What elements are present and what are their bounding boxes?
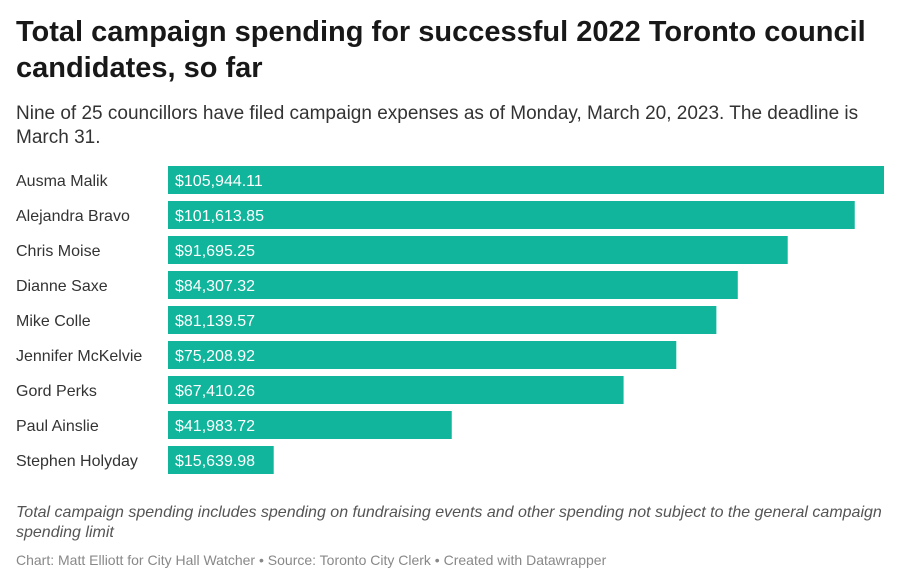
bar <box>168 411 452 439</box>
created-with-credit: Created with Datawrapper <box>443 552 607 568</box>
category-label: Jennifer McKelvie <box>16 348 142 365</box>
category-label: Alejandra Bravo <box>16 208 130 225</box>
value-label: $81,139.57 <box>175 313 255 330</box>
footer-separator: • <box>430 552 444 568</box>
footer-separator: • <box>255 552 268 568</box>
category-label: Paul Ainslie <box>16 418 99 435</box>
chart-subtitle: Nine of 25 councillors have filed campai… <box>16 103 859 148</box>
bar <box>168 201 855 229</box>
value-label: $41,983.72 <box>175 418 255 435</box>
chart-notes: Total campaign spending includes spendin… <box>16 504 882 541</box>
value-label: $15,639.98 <box>175 453 255 470</box>
category-label: Gord Perks <box>16 383 97 400</box>
category-label: Stephen Holyday <box>16 453 138 470</box>
category-label: Chris Moise <box>16 243 101 260</box>
bar <box>168 341 677 369</box>
value-label: $105,944.11 <box>175 173 263 190</box>
bar <box>168 236 788 264</box>
category-label: Mike Colle <box>16 313 91 330</box>
value-label: $75,208.92 <box>175 348 255 365</box>
bar <box>168 376 624 404</box>
chart-title: Total campaign spending for successful 2… <box>16 16 866 84</box>
bar <box>168 271 738 299</box>
category-label: Dianne Saxe <box>16 278 108 295</box>
value-label: $84,307.32 <box>175 278 255 295</box>
source-credit: Source: Toronto City Clerk <box>267 552 431 568</box>
chart-footer: Chart: Matt Elliott for City Hall Watche… <box>16 551 886 569</box>
bar <box>168 306 717 334</box>
bar <box>168 166 884 194</box>
value-label: $101,613.85 <box>175 208 264 225</box>
category-label: Ausma Malik <box>16 173 109 190</box>
chart-credit: Chart: Matt Elliott for City Hall Watche… <box>16 552 256 568</box>
bar <box>168 446 274 474</box>
value-label: $91,695.25 <box>175 243 255 260</box>
value-label: $67,410.26 <box>175 383 255 400</box>
